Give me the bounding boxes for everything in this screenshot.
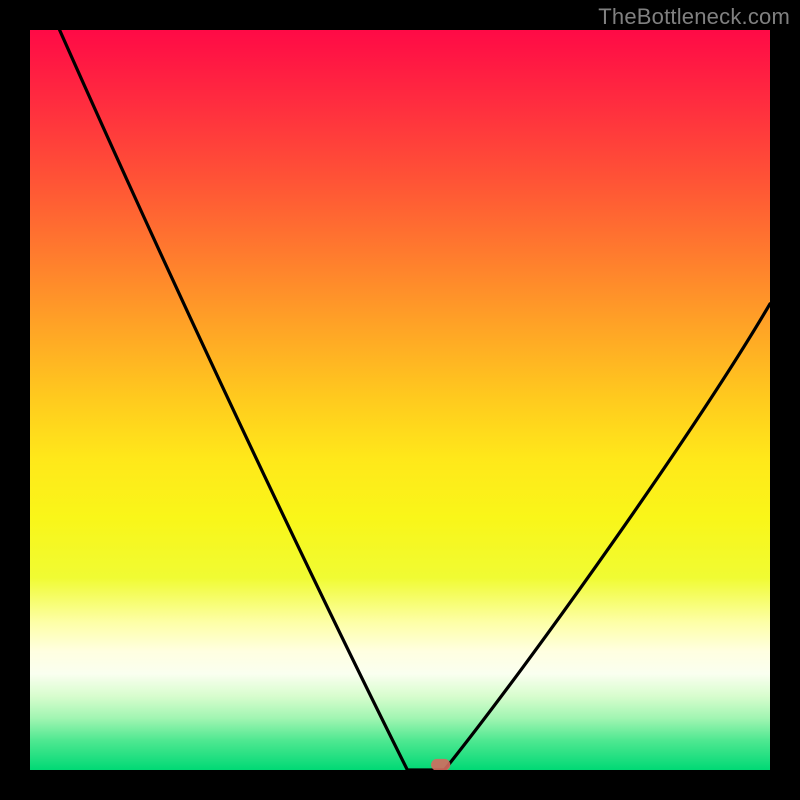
gradient-background — [30, 30, 770, 770]
bottleneck-chart: TheBottleneck.com — [0, 0, 800, 800]
optimum-marker — [431, 759, 450, 771]
watermark-text: TheBottleneck.com — [598, 4, 790, 30]
plot-area — [30, 30, 770, 771]
chart-svg — [0, 0, 800, 800]
